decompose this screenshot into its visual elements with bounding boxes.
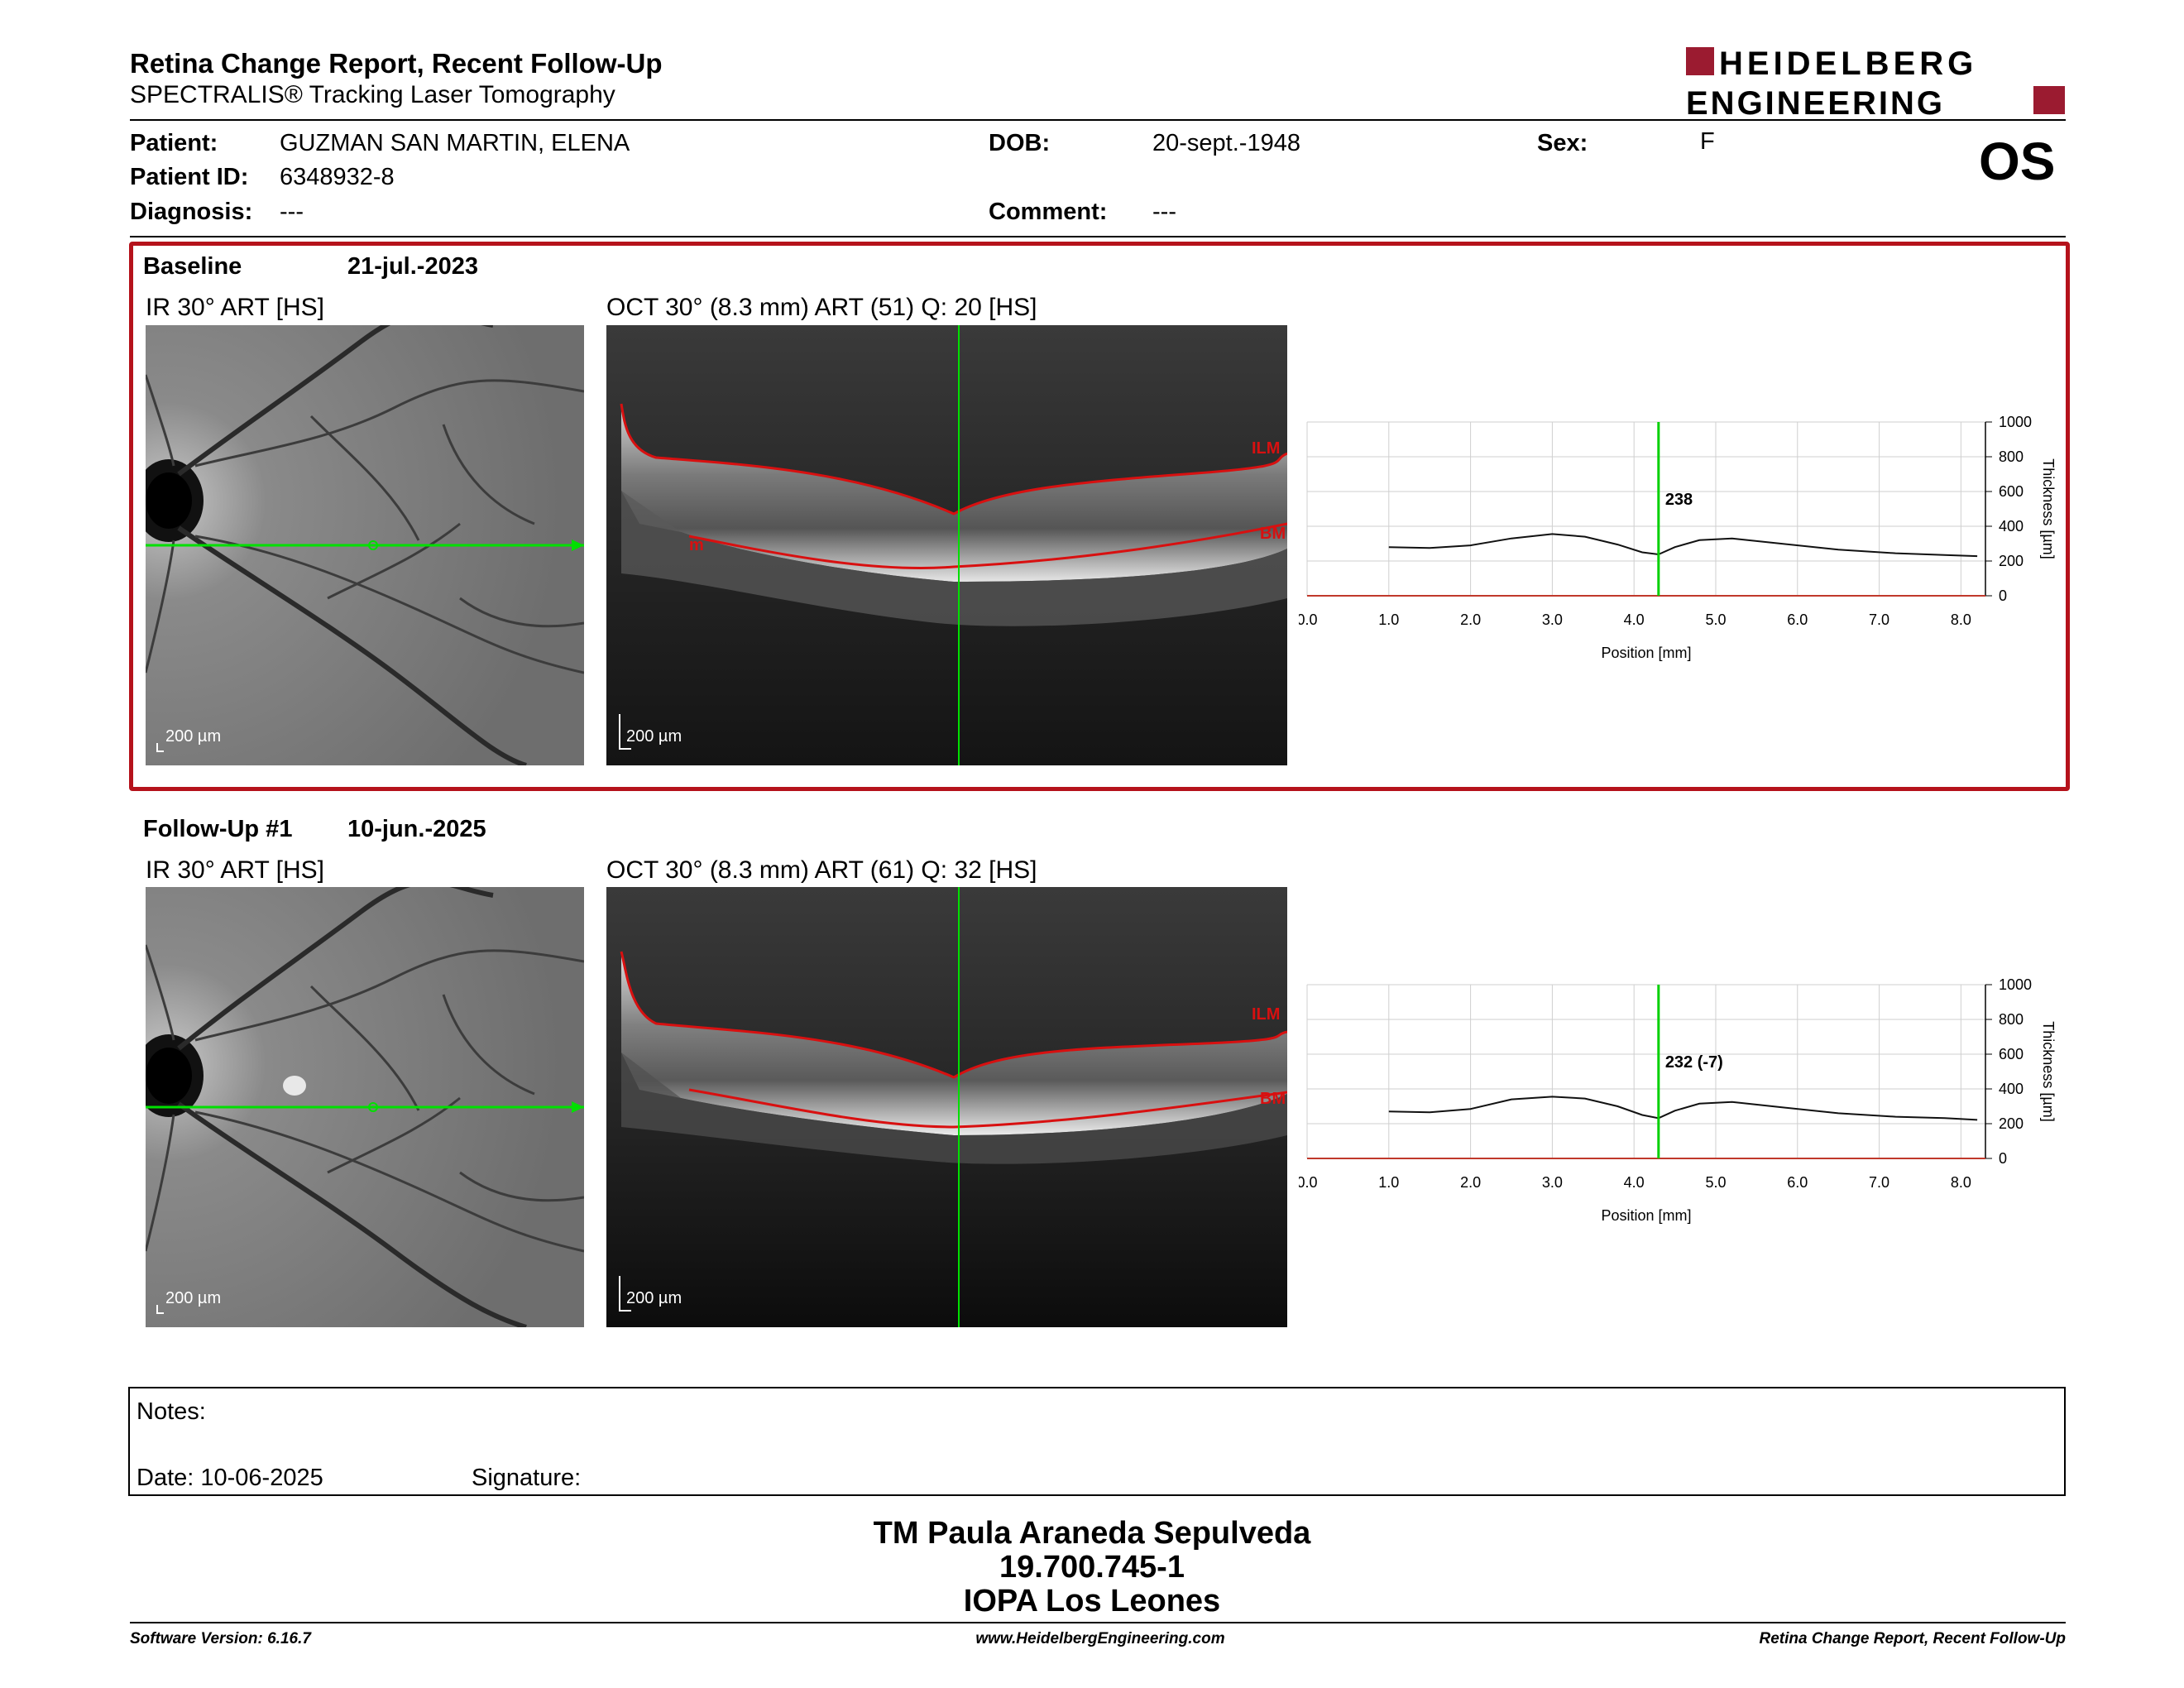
patient-rule <box>130 236 2066 237</box>
header-rule <box>130 119 2066 121</box>
x-tick-label: 7.0 <box>1869 611 1889 628</box>
baseline-ir-image: 200 µm <box>146 325 584 765</box>
x-tick-label: 6.0 <box>1787 1174 1808 1191</box>
y-tick-label: 400 <box>1999 518 2024 535</box>
y-axis-label: Thickness [µm] <box>2040 458 2057 559</box>
x-tick-label: 0.0 <box>1299 611 1318 628</box>
notes-date: Date: 10-06-2025 <box>136 1465 323 1491</box>
logo-line1: HEIDELBERG <box>1719 46 1977 82</box>
marker-value-label: 232 (-7) <box>1665 1053 1723 1072</box>
followup-oct-scale: 200 µm <box>626 1289 682 1307</box>
patient-id: 6348932-8 <box>280 164 395 190</box>
baseline-thickness-chart: 0.0 1.0 2.0 3.0 4.0 5.0 6.0 7.0 8.0 0 200 400 600 800… <box>1299 414 2057 661</box>
followup-ir-title: IR 30° ART [HS] <box>146 856 324 884</box>
baseline-ir-scale: 200 µm <box>165 727 222 746</box>
x-tick-label: 8.0 <box>1951 611 1971 628</box>
baseline-frame <box>129 242 2070 791</box>
x-axis-label: Position [mm] <box>1601 645 1691 661</box>
thickness-series-line <box>1388 1096 1978 1121</box>
x-tick-label: 2.0 <box>1460 611 1481 628</box>
diagnosis-value: --- <box>280 199 304 225</box>
notes-label: Notes: <box>136 1398 206 1425</box>
patient-name: GUZMAN SAN MARTIN, ELENA <box>280 130 630 156</box>
sex-label: Sex: <box>1537 130 1588 156</box>
sex-value: F <box>1700 128 1715 155</box>
y-tick-label: 800 <box>1999 448 2024 465</box>
notes-box[interactable] <box>128 1387 2066 1496</box>
baseline-date: 21-jul.-2023 <box>347 253 478 280</box>
x-tick-label: 4.0 <box>1624 1174 1645 1191</box>
x-tick-label: 5.0 <box>1705 1174 1726 1191</box>
y-tick-label: 0 <box>1999 1150 2007 1167</box>
logo-line2: ENGINEERING <box>1686 85 1945 119</box>
signer-name: TM Paula Araneda Sepulveda <box>873 1516 1311 1551</box>
x-tick-label: 1.0 <box>1378 1174 1399 1191</box>
followup-oct-title: OCT 30° (8.3 mm) ART (61) Q: 32 [HS] <box>606 856 1037 884</box>
dob-label: DOB: <box>989 130 1051 156</box>
baseline-oct-scale: 200 µm <box>626 727 682 746</box>
signature-label: Signature: <box>472 1465 582 1491</box>
patient-label: Patient: <box>130 130 218 156</box>
software-version: Software Version: 6.16.7 <box>130 1630 311 1647</box>
y-tick-label: 0 <box>1999 587 2007 604</box>
x-axis-label: Position [mm] <box>1601 1207 1691 1224</box>
footer-report-name: Retina Change Report, Recent Follow-Up <box>1759 1630 2066 1647</box>
y-tick-label: 1000 <box>1999 976 2032 993</box>
x-tick-label: 8.0 <box>1951 1174 1971 1191</box>
baseline-oct-title: OCT 30° (8.3 mm) ART (51) Q: 20 [HS] <box>606 294 1037 321</box>
eye-indicator: OS <box>1979 132 2056 191</box>
y-tick-label: 200 <box>1999 553 2024 569</box>
x-tick-label: 4.0 <box>1624 611 1645 628</box>
y-tick-label: 600 <box>1999 1046 2024 1062</box>
diagnosis-label: Diagnosis: <box>130 199 253 225</box>
x-tick-label: 3.0 <box>1542 1174 1563 1191</box>
x-tick-label: 2.0 <box>1460 1174 1481 1191</box>
x-tick-label: 0.0 <box>1299 1174 1318 1191</box>
comment-value: --- <box>1152 199 1176 225</box>
followup-date: 10-jun.-2025 <box>347 816 486 842</box>
baseline-ilm-label: ILM <box>1252 439 1280 458</box>
baseline-oct-image: ILM BM m 200 µm <box>606 325 1287 765</box>
baseline-label: Baseline <box>143 253 242 280</box>
marker-value-label: 238 <box>1665 491 1693 509</box>
followup-ilm-label: ILM <box>1252 1005 1280 1024</box>
y-tick-label: 600 <box>1999 483 2024 500</box>
report-title: Retina Change Report, Recent Follow-Up <box>130 48 663 79</box>
heidelberg-logo: HEIDELBERG ENGINEERING <box>1686 46 2065 119</box>
y-axis-label: Thickness [µm] <box>2040 1021 2057 1121</box>
website-link[interactable]: www.HeidelbergEngineering.com <box>975 1630 1225 1647</box>
followup-oct-image: ILM BM 200 µm <box>606 887 1287 1327</box>
x-tick-label: 5.0 <box>1705 611 1726 628</box>
footer-rule <box>130 1622 2066 1623</box>
signer-org: IOPA Los Leones <box>963 1584 1221 1618</box>
x-tick-label: 1.0 <box>1378 611 1399 628</box>
followup-bm-label: BM <box>1260 1090 1286 1108</box>
thickness-series-line <box>1388 533 1978 558</box>
y-tick-label: 200 <box>1999 1115 2024 1132</box>
baseline-m-label: m <box>689 536 704 554</box>
y-tick-label: 800 <box>1999 1011 2024 1028</box>
followup-thickness-chart: 0.0 1.0 2.0 3.0 4.0 5.0 6.0 7.0 8.0 0 200 400 600 800… <box>1299 976 2057 1224</box>
y-tick-label: 400 <box>1999 1081 2024 1097</box>
followup-ir-scale: 200 µm <box>165 1289 222 1307</box>
followup-ir-image: 200 µm <box>146 887 584 1327</box>
x-tick-label: 3.0 <box>1542 611 1563 628</box>
comment-label: Comment: <box>989 199 1108 225</box>
x-tick-label: 7.0 <box>1869 1174 1889 1191</box>
baseline-bm-label: BM <box>1260 525 1286 543</box>
y-tick-label: 1000 <box>1999 414 2032 430</box>
dob-value: 20-sept.-1948 <box>1152 130 1300 156</box>
report-subtitle: SPECTRALIS® Tracking Laser Tomography <box>130 81 615 108</box>
signer-id: 19.700.745-1 <box>999 1550 1185 1585</box>
patient-id-label: Patient ID: <box>130 164 249 190</box>
followup-label: Follow-Up #1 <box>143 816 293 842</box>
baseline-ir-title: IR 30° ART [HS] <box>146 294 324 321</box>
x-tick-label: 6.0 <box>1787 611 1808 628</box>
